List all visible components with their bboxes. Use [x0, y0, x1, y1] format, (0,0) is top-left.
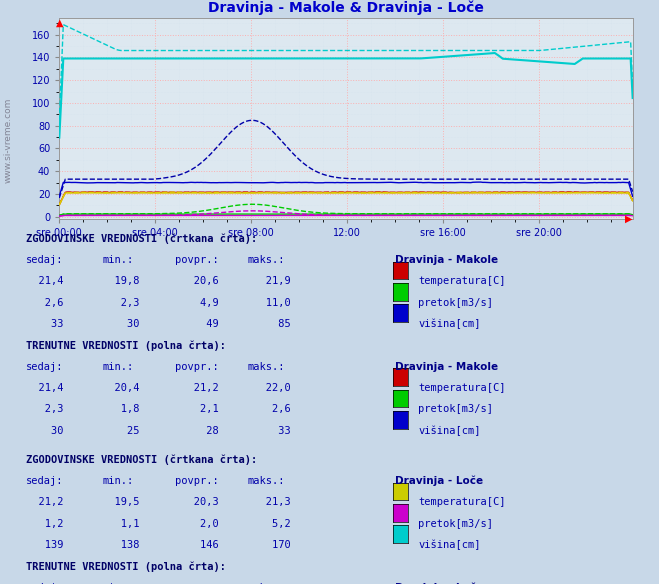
Text: 20,4: 20,4: [102, 383, 140, 393]
Text: 30: 30: [102, 319, 140, 329]
Text: sedaj:: sedaj:: [26, 255, 64, 265]
Text: ▶: ▶: [625, 214, 633, 224]
Text: min.:: min.:: [102, 476, 133, 486]
Text: 11,0: 11,0: [247, 298, 291, 308]
Text: 2,3: 2,3: [102, 298, 140, 308]
Text: min.:: min.:: [102, 361, 133, 371]
Text: 21,9: 21,9: [247, 276, 291, 286]
Text: 1,8: 1,8: [102, 404, 140, 415]
Text: ZGODOVINSKE VREDNOSTI (črtkana črta):: ZGODOVINSKE VREDNOSTI (črtkana črta):: [26, 454, 258, 465]
Text: 33: 33: [26, 319, 64, 329]
Text: 21,4: 21,4: [26, 276, 64, 286]
Text: sedaj:: sedaj:: [26, 476, 64, 486]
Text: povpr.:: povpr.:: [175, 583, 218, 584]
Text: 2,6: 2,6: [26, 298, 64, 308]
Text: ▲: ▲: [55, 18, 63, 27]
Text: maks.:: maks.:: [247, 583, 285, 584]
Text: 2,3: 2,3: [26, 404, 64, 415]
Text: 25: 25: [102, 426, 140, 436]
Text: sedaj:: sedaj:: [26, 361, 64, 371]
Text: 49: 49: [175, 319, 218, 329]
Text: temperatura[C]: temperatura[C]: [418, 383, 506, 393]
Text: 170: 170: [247, 540, 291, 550]
Text: Dravinja - Makole: Dravinja - Makole: [395, 361, 498, 371]
Text: 33: 33: [247, 426, 291, 436]
Text: 21,2: 21,2: [175, 383, 218, 393]
Title: Dravinja - Makole & Dravinja - Loče: Dravinja - Makole & Dravinja - Loče: [208, 1, 484, 15]
Text: temperatura[C]: temperatura[C]: [418, 276, 506, 286]
Text: povpr.:: povpr.:: [175, 476, 218, 486]
Text: 20,3: 20,3: [175, 497, 218, 507]
Text: povpr.:: povpr.:: [175, 361, 218, 371]
Text: Dravinja - Loče: Dravinja - Loče: [395, 476, 484, 486]
Text: 1,2: 1,2: [26, 519, 64, 529]
Text: višina[cm]: višina[cm]: [418, 540, 481, 550]
Text: 1,1: 1,1: [102, 519, 140, 529]
Text: min.:: min.:: [102, 583, 133, 584]
Text: višina[cm]: višina[cm]: [418, 426, 481, 436]
Text: pretok[m3/s]: pretok[m3/s]: [418, 519, 494, 529]
Text: ZGODOVINSKE VREDNOSTI (črtkana črta):: ZGODOVINSKE VREDNOSTI (črtkana črta):: [26, 234, 258, 244]
Text: 20,6: 20,6: [175, 276, 218, 286]
Text: sedaj:: sedaj:: [26, 583, 64, 584]
Text: 146: 146: [175, 540, 218, 550]
Text: temperatura[C]: temperatura[C]: [418, 497, 506, 507]
Text: 4,9: 4,9: [175, 298, 218, 308]
Text: 85: 85: [247, 319, 291, 329]
Text: 21,3: 21,3: [247, 497, 291, 507]
Text: povpr.:: povpr.:: [175, 255, 218, 265]
Text: pretok[m3/s]: pretok[m3/s]: [418, 404, 494, 415]
Text: 22,0: 22,0: [247, 383, 291, 393]
Text: www.si-vreme.com: www.si-vreme.com: [3, 98, 13, 183]
Text: 5,2: 5,2: [247, 519, 291, 529]
Text: 138: 138: [102, 540, 140, 550]
Text: višina[cm]: višina[cm]: [418, 319, 481, 329]
Text: maks.:: maks.:: [247, 476, 285, 486]
Text: maks.:: maks.:: [247, 255, 285, 265]
Text: 19,5: 19,5: [102, 497, 140, 507]
Text: 19,8: 19,8: [102, 276, 140, 286]
Text: 21,2: 21,2: [26, 497, 64, 507]
Text: maks.:: maks.:: [247, 361, 285, 371]
Text: TRENUTNE VREDNOSTI (polna črta):: TRENUTNE VREDNOSTI (polna črta):: [26, 561, 226, 572]
Text: 28: 28: [175, 426, 218, 436]
Text: Dravinja - Loče: Dravinja - Loče: [395, 583, 484, 584]
Text: TRENUTNE VREDNOSTI (polna črta):: TRENUTNE VREDNOSTI (polna črta):: [26, 340, 226, 351]
Text: 2,6: 2,6: [247, 404, 291, 415]
Text: Dravinja - Makole: Dravinja - Makole: [395, 255, 498, 265]
Text: 30: 30: [26, 426, 64, 436]
Text: 2,0: 2,0: [175, 519, 218, 529]
Text: 21,4: 21,4: [26, 383, 64, 393]
Text: pretok[m3/s]: pretok[m3/s]: [418, 298, 494, 308]
Text: 2,1: 2,1: [175, 404, 218, 415]
Text: min.:: min.:: [102, 255, 133, 265]
Text: 139: 139: [26, 540, 64, 550]
